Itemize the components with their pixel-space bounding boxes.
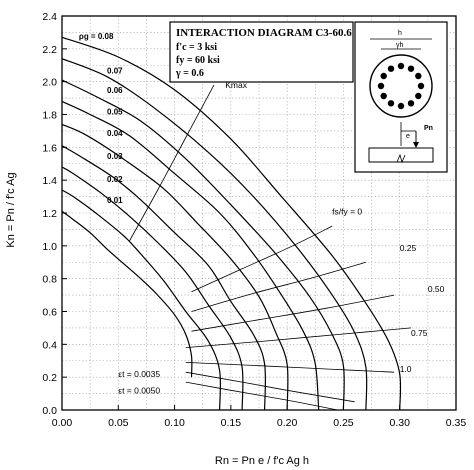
rebar-dot [415, 92, 422, 100]
column-elevation [368, 147, 434, 163]
rebar-dot [415, 72, 422, 80]
interaction-curve [61, 100, 320, 411]
x-tick-label: 0.15 [221, 417, 242, 429]
strain-line [185, 327, 412, 348]
column-circle [369, 54, 433, 118]
interaction-curve [61, 36, 402, 411]
rebar-dot [407, 65, 415, 72]
x-tick-label: 0.05 [108, 417, 129, 429]
rebar-dot [387, 65, 395, 72]
inset-e-label: e [406, 133, 410, 140]
rebar-dot [387, 100, 395, 107]
x-tick-label: 0.30 [389, 417, 410, 429]
x-tick-label: 0.35 [446, 417, 467, 429]
y-tick-label: 1.8 [42, 110, 57, 122]
y-tick-label: 1.6 [42, 142, 57, 154]
strain-line [191, 294, 395, 332]
interaction-curve [61, 79, 345, 411]
y-tick-label: 0.0 [42, 405, 57, 417]
curve-label: 0.03 [107, 152, 123, 161]
y-tick-label: 2.2 [42, 44, 57, 56]
rebar-group [377, 62, 425, 110]
curves [61, 36, 412, 411]
y-tick-label: 2.4 [42, 11, 57, 23]
curve-label: 0.04 [107, 129, 123, 138]
title-box: INTERACTION DIAGRAM C3-60.6 f'c = 3 ksi … [169, 21, 354, 83]
y-tick-label: 0.4 [42, 339, 57, 351]
interaction-curve [61, 145, 267, 411]
interaction-curve [61, 123, 289, 411]
curve-label: ρg = 0.08 [79, 32, 114, 41]
inset-h-label: h [398, 30, 402, 37]
annotation-label: 0.75 [411, 328, 428, 338]
y-axis-label: Kn = Pn / f'c Ag [5, 172, 17, 247]
chart-title: INTERACTION DIAGRAM C3-60.6 [176, 27, 352, 39]
rebar-dot [380, 72, 387, 80]
param-gamma: γ = 0.6 [175, 68, 204, 79]
curve-label: 0.02 [107, 175, 123, 184]
column-section-inset: h γh e Pn [354, 21, 448, 173]
curve-label: 0.05 [107, 108, 123, 117]
y-tick-label: 1.4 [42, 175, 57, 187]
annotation-label: 1.0 [400, 364, 412, 374]
y-tick-label: 1.2 [42, 208, 57, 220]
x-tick-label: 0.10 [164, 417, 185, 429]
rebar-dot [417, 82, 425, 90]
y-tick-label: 0.6 [42, 307, 57, 319]
x-tick-label: 0.20 [277, 417, 298, 429]
interaction-curve [61, 210, 193, 378]
rebar-dot [380, 92, 387, 100]
strain-line [185, 362, 395, 373]
x-axis-label: Rn = Pn e / f'c Ag h [215, 455, 309, 467]
annotation-label: Kmax [225, 80, 247, 90]
annotation-label: fs/fy = 0 [332, 207, 362, 217]
strain-line [185, 381, 338, 411]
curve-label: 0.07 [107, 66, 123, 75]
annotation-label: 0.50 [428, 284, 445, 294]
kmax-line [129, 84, 215, 242]
curve-label: 0.01 [107, 196, 123, 205]
strain-line [191, 225, 333, 293]
y-tick-label: 0.2 [42, 372, 57, 384]
annotation-label: εt = 0.0050 [118, 386, 160, 396]
rebar-dot [377, 82, 385, 90]
y-tick-label: 2.0 [42, 77, 57, 89]
x-tick-label: 0.00 [52, 417, 73, 429]
y-tick-label: 1.0 [42, 241, 57, 253]
x-tick-label: 0.25 [333, 417, 354, 429]
inset-gh-label: γh [396, 42, 404, 49]
annotation-label: εt = 0.0035 [118, 369, 160, 379]
tick-labels: 0.00 0.05 0.10 0.15 0.20 0.25 0.30 0.35 0.0 0.2 0.… [42, 11, 466, 429]
interaction-curve [61, 166, 244, 411]
interaction-curve [61, 189, 222, 411]
load-arrowhead [413, 142, 419, 148]
inset-pn-label: Pn [424, 125, 433, 132]
curve-label: 0.06 [107, 86, 123, 95]
rebar-dot [397, 62, 405, 70]
annotation-label: 0.25 [400, 243, 417, 253]
annotations: ρg = 0.08 0.07 0.06 0.05 0.04 0.03 0.02 0.01 Kma… [79, 32, 445, 396]
param-fy: fy = 60 ksi [176, 55, 220, 66]
y-tick-label: 0.8 [42, 274, 57, 286]
param-fc: f'c = 3 ksi [176, 42, 217, 53]
interaction-curve [61, 58, 368, 411]
rebar-dot [397, 102, 405, 110]
strain-line [191, 261, 367, 312]
rebar-dot [407, 100, 415, 107]
strain-line [185, 371, 355, 403]
title-box-frame [169, 21, 354, 83]
break-mark [396, 153, 406, 164]
